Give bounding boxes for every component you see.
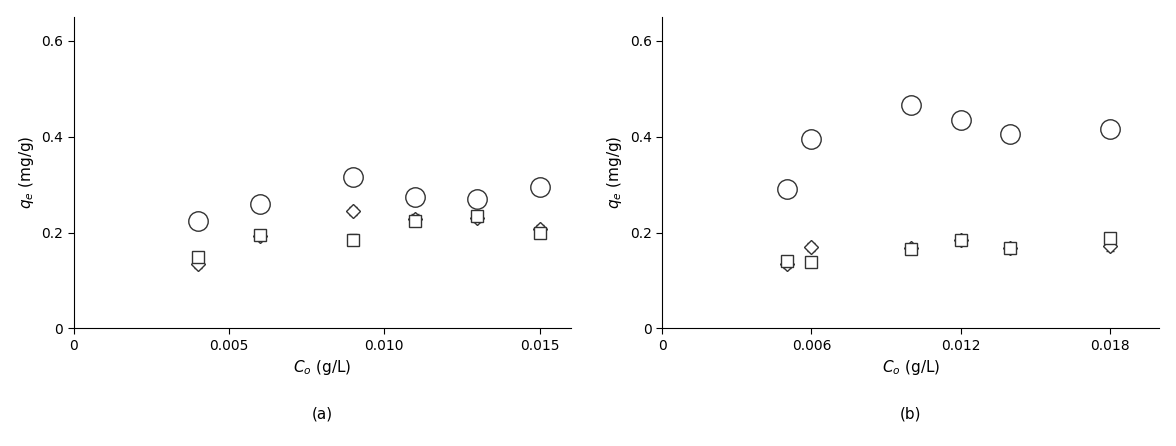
X-axis label: $\mathit{C}_{\mathit{o}}$ (g/L): $\mathit{C}_{\mathit{o}}$ (g/L) [882,359,940,377]
Y-axis label: $\mathit{q}_{\mathit{e}}$ (mg/g): $\mathit{q}_{\mathit{e}}$ (mg/g) [16,136,35,209]
Text: (b): (b) [900,406,922,421]
Text: (a): (a) [312,406,333,421]
X-axis label: $\mathit{C}_{\mathit{o}}$ (g/L): $\mathit{C}_{\mathit{o}}$ (g/L) [293,359,352,377]
Y-axis label: $\mathit{q}_{\mathit{e}}$ (mg/g): $\mathit{q}_{\mathit{e}}$ (mg/g) [606,136,624,209]
